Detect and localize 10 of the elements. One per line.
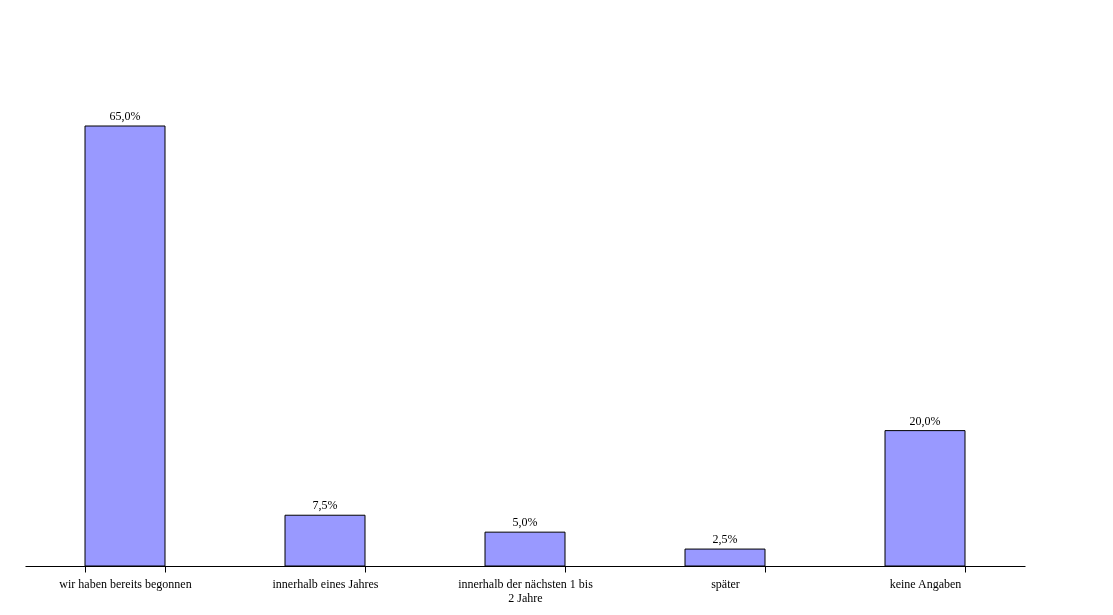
x-tick-label: keine Angaben <box>889 576 962 591</box>
data-label: 7,5% <box>312 498 338 513</box>
data-label: 5,0% <box>512 515 538 530</box>
x-tick-label: innerhalb eines Jahres <box>272 576 379 591</box>
data-label: 65,0% <box>109 109 141 123</box>
x-tick-label: später <box>711 576 740 591</box>
data-label: 2,5% <box>712 532 738 547</box>
data-label: 20,0% <box>909 413 941 428</box>
x-tick-label: wir haben bereits begonnen <box>59 576 192 591</box>
x-tick-label: innerhalb der nächsten 1 bis 2 Jahre <box>458 576 594 605</box>
